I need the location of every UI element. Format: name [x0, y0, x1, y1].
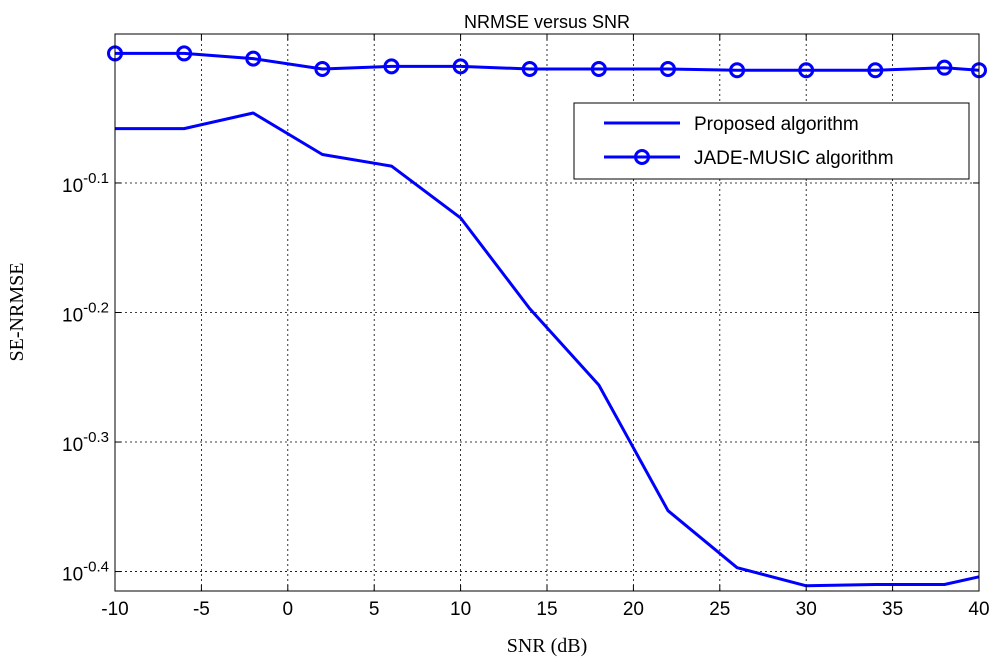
series-marker: [314, 60, 331, 77]
x-tick-label: 10: [450, 599, 471, 620]
x-tick-label: -5: [193, 599, 210, 620]
x-tick-label: 35: [882, 599, 903, 620]
y-axis-label: SE-NRMSE: [6, 263, 28, 362]
y-tick-label: 10-0.4: [62, 559, 109, 586]
grid-lines: [115, 34, 979, 591]
legend-entry-label: Proposed algorithm: [694, 114, 859, 135]
y-axis-tick-labels: 10-0.1 10-0.2 10-0.3 10-0.4: [62, 170, 109, 586]
x-axis-tick-labels: -10 -5 0 5 10 15 20 25 30 35 40: [101, 599, 989, 620]
y-tick-label: 10-0.3: [62, 429, 109, 456]
x-tick-label: 5: [369, 599, 380, 620]
y-tick-label: 10-0.2: [62, 300, 109, 327]
legend-box: [573, 102, 970, 180]
x-tick-label: 25: [709, 599, 730, 620]
series-line: [115, 111, 980, 588]
series-marker: [798, 62, 815, 79]
x-tick-label: -10: [101, 599, 128, 620]
x-tick-label: 30: [796, 599, 817, 620]
legend-entry-label: JADE-MUSIC algorithm: [694, 148, 894, 169]
x-tick-label: 15: [536, 599, 557, 620]
x-tick-label: 20: [623, 599, 644, 620]
series-line: [115, 51, 980, 72]
series-marker: [521, 60, 538, 77]
x-tick-label: 0: [283, 599, 294, 620]
series-marker: [936, 59, 953, 76]
legend: Proposed algorithm JADE-MUSIC algorithm: [573, 102, 970, 180]
x-tick-label: 40: [968, 599, 989, 620]
series-marker: [659, 60, 676, 77]
y-tick-label: 10-0.1: [62, 170, 109, 197]
series-marker: [176, 45, 193, 62]
series-marker: [729, 62, 746, 79]
legend-marker: [634, 149, 650, 165]
series-1: [115, 111, 980, 588]
axis-ticks: [114, 34, 980, 591]
series-marker: [245, 50, 262, 67]
series-marker: [383, 58, 400, 75]
series-marker: [867, 62, 884, 79]
series-marker: [452, 58, 469, 75]
x-axis-label: SNR (dB): [507, 635, 588, 657]
series-marker: [590, 60, 607, 77]
chart-title: NRMSE versus SNR: [464, 12, 630, 32]
